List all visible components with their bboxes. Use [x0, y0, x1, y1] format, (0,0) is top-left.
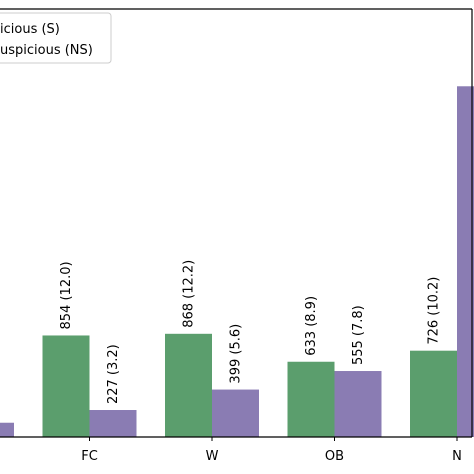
- bar-value-label: 399 (5.6): [229, 324, 244, 384]
- legend-label-s: icious (S): [0, 22, 60, 37]
- bar-s: [42, 335, 90, 437]
- bar-value-label: 726 (10.2): [427, 277, 442, 345]
- legend-box: [0, 12, 112, 64]
- bar-s: [287, 361, 335, 437]
- x-tick-label: W: [206, 449, 219, 464]
- x-ticks-layer: FC W OB N: [81, 437, 462, 464]
- bar-s: [165, 333, 212, 437]
- bar-s: [410, 350, 457, 437]
- bar-value-label: 854 (12.0): [59, 261, 74, 329]
- bar-value-label: 555 (7.8): [351, 305, 366, 365]
- bar-labels-layer: 854 (12.0) 227 (3.2) 868 (12.2) 399 (5.6) 63…: [59, 260, 442, 404]
- bar-ns: [212, 389, 259, 437]
- bars-layer: [0, 86, 474, 438]
- x-tick-label: OB: [325, 449, 344, 464]
- x-tick-label: FC: [81, 449, 98, 464]
- bar-ns: [89, 410, 137, 437]
- legend-label-ns: uspicious (NS): [0, 43, 93, 58]
- bar-ns: [0, 422, 14, 437]
- x-tick-label: N: [452, 449, 462, 464]
- legend: icious (S) uspicious (NS): [0, 12, 112, 64]
- axes-layer: [0, 8, 473, 438]
- bar-value-label: 633 (8.9): [304, 296, 319, 356]
- bar-ns: [457, 86, 474, 438]
- bar-ns: [334, 371, 382, 437]
- bar-value-label: 227 (3.2): [106, 344, 121, 404]
- bar-value-label: 868 (12.2): [182, 260, 197, 328]
